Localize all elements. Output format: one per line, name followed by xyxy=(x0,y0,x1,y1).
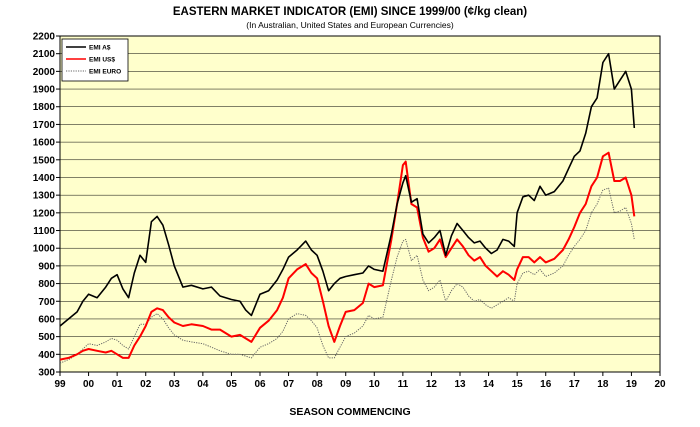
chart-subtitle: (In Australian, United States and Europe… xyxy=(246,20,454,30)
x-tick-label: 05 xyxy=(226,379,238,390)
legend-label: EMI A$ xyxy=(89,45,111,52)
x-tick-label: 07 xyxy=(283,379,295,390)
y-tick-label: 1100 xyxy=(33,226,55,237)
y-tick-label: 1500 xyxy=(33,155,56,166)
y-tick-label: 1400 xyxy=(33,173,56,184)
y-tick-label: 500 xyxy=(38,332,55,343)
x-tick-label: 17 xyxy=(569,379,581,390)
chart-title: EASTERN MARKET INDICATOR (EMI) SINCE 199… xyxy=(172,6,528,18)
grid-lines xyxy=(60,53,660,355)
x-tick-label: 19 xyxy=(626,379,638,390)
x-tick-label: 14 xyxy=(483,379,495,390)
x-tick-label: 20 xyxy=(654,379,666,390)
y-tick-label: 1900 xyxy=(33,85,56,96)
x-tick-label: 12 xyxy=(426,379,438,390)
x-tick-label: 04 xyxy=(197,379,209,390)
y-tick-label: 1000 xyxy=(33,244,56,255)
x-tick-label: 10 xyxy=(369,379,381,390)
legend-label: EMI US$ xyxy=(89,57,115,64)
x-tick-label: 01 xyxy=(112,379,124,390)
x-tick-label: 18 xyxy=(597,379,609,390)
series-lines xyxy=(59,52,636,364)
x-tick-label: 99 xyxy=(54,379,66,390)
series-line-emi-us xyxy=(59,151,636,361)
y-tick-label: 1200 xyxy=(33,208,56,219)
x-tick-label: 08 xyxy=(312,379,324,390)
y-tick-label: 2000 xyxy=(33,67,56,78)
x-tick-label: 11 xyxy=(398,379,409,390)
x-tick-label: 09 xyxy=(340,379,352,390)
y-tick-label: 1800 xyxy=(33,102,56,113)
y-tick-label: 300 xyxy=(38,368,55,379)
y-tick-label: 400 xyxy=(38,350,55,361)
series-line-emi-a xyxy=(59,52,636,327)
legend-box xyxy=(61,38,129,82)
legend-label: EMI EURO xyxy=(89,69,121,76)
x-tick-label: 15 xyxy=(512,379,524,390)
y-tick-label: 1700 xyxy=(33,120,56,131)
y-axis-ticks: 300 400 500 600 700 800 900 1000 1100 1200 1300 140… xyxy=(33,32,60,379)
y-tick-label: 700 xyxy=(38,297,55,308)
y-tick-label: 800 xyxy=(38,279,55,290)
y-tick-label: 600 xyxy=(38,314,55,325)
y-tick-label: 1600 xyxy=(33,138,56,149)
x-tick-label: 13 xyxy=(454,379,466,390)
x-tick-label: 16 xyxy=(540,379,552,390)
y-tick-label: 900 xyxy=(38,261,55,272)
x-axis-label: SEASON COMMENCING xyxy=(289,406,411,418)
legend: EMI A$ EMI US$ EMI EURO xyxy=(61,38,129,82)
y-tick-label: 2200 xyxy=(33,32,56,43)
x-tick-label: 00 xyxy=(83,379,95,390)
y-tick-label: 2100 xyxy=(33,49,56,60)
plot-area xyxy=(59,35,661,373)
x-tick-label: 06 xyxy=(254,379,266,390)
y-tick-label: 1300 xyxy=(33,191,56,202)
x-tick-label: 03 xyxy=(169,379,181,390)
series-line-emi-euro xyxy=(59,187,635,364)
x-tick-label: 02 xyxy=(140,379,152,390)
x-axis-ticks: 99 00 01 02 03 04 05 06 07 08 09 10 11 12 13 14 15 16 17 18… xyxy=(54,372,666,390)
